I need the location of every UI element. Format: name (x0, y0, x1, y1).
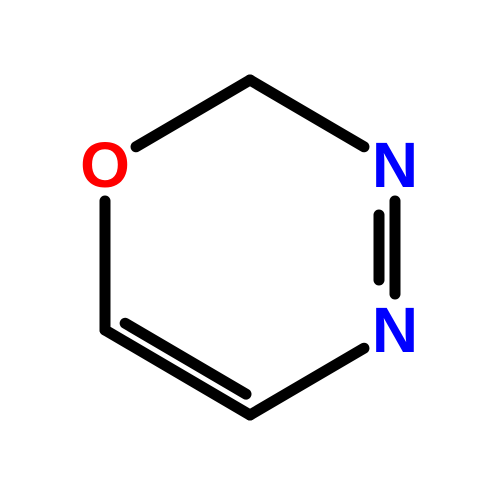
bond-line (136, 80, 250, 147)
bond-line (250, 348, 364, 415)
bond-layer (0, 0, 500, 500)
bond-line (250, 80, 364, 147)
molecule-canvas: O N N (0, 0, 500, 500)
atom-label-o: O (80, 128, 130, 202)
atom-label-n: N (372, 128, 418, 202)
bond-line (105, 330, 250, 415)
atom-label-n: N (372, 293, 418, 367)
